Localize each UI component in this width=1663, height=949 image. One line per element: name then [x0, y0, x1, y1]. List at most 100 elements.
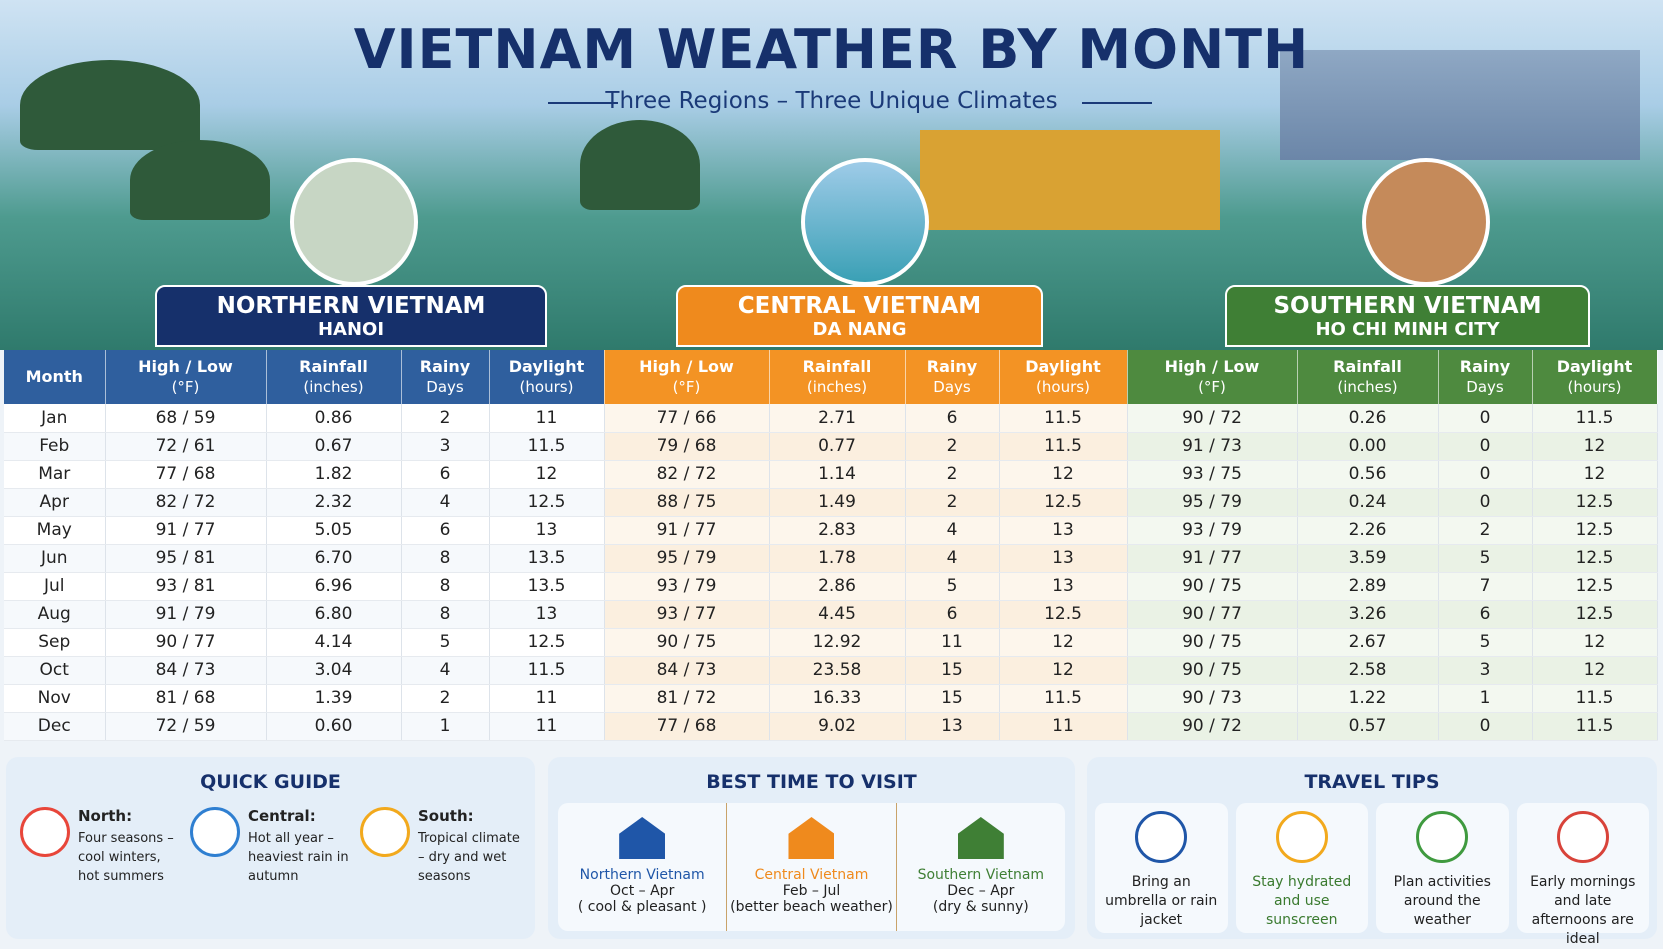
visit-months: Dec – Apr [947, 883, 1015, 899]
scenery [920, 130, 1220, 230]
region-name: SOUTHERN VIETNAM [1273, 293, 1542, 319]
table-cell: 90 / 77 [1127, 600, 1298, 629]
header-text: High / Low [1164, 357, 1260, 376]
table-cell: 23.58 [769, 656, 906, 685]
table-cell: 0.26 [1297, 404, 1439, 433]
header-text: High / Low [639, 357, 734, 376]
header-cell: Daylight (hours) [999, 350, 1128, 404]
table-cell: 3 [401, 432, 490, 461]
table-row: Mar 77 / 68 1.82 6 12 82 / 72 1.14 2 12 93 / 75 0.… [4, 460, 1658, 489]
table-cell: 6 [401, 516, 490, 545]
visit-note: ( cool & pleasant ) [577, 899, 707, 915]
table-cell: 90 / 75 [1127, 572, 1298, 601]
table-cell: 12.5 [489, 628, 605, 657]
table-cell: 0.00 [1297, 432, 1439, 461]
table-cell: 11.5 [999, 404, 1128, 433]
table-cell: 91 / 77 [1127, 544, 1298, 573]
table-cell: 88 / 75 [604, 488, 770, 517]
table-cell: 2.89 [1297, 572, 1439, 601]
table-cell: 12 [1532, 628, 1658, 657]
panel-title: TRAVEL TIPS [1304, 771, 1440, 793]
table-cell: 91 / 77 [604, 516, 770, 545]
month-cell: Feb [4, 432, 106, 461]
table-cell: 6 [401, 460, 490, 489]
header-text: (°F) [672, 378, 701, 396]
table-cell: 95 / 79 [604, 544, 770, 573]
table-cell: 13 [489, 600, 605, 629]
visit-note: (dry & sunny) [932, 899, 1029, 915]
table-cell: 13.5 [489, 572, 605, 601]
header-cell: High / Low (°F) [105, 350, 267, 404]
table-row: Aug 91 / 79 6.80 8 13 93 / 77 4.45 6 12.5 90 / 77… [4, 600, 1658, 629]
table-cell: 2.83 [769, 516, 906, 545]
region-city: DA NANG [812, 319, 907, 340]
header-text: High / Low [138, 357, 233, 376]
month-cell: Jun [4, 544, 106, 573]
table-cell: 1.82 [266, 460, 402, 489]
panel-title: BEST TIME TO VISIT [706, 771, 917, 793]
region-tab: SOUTHERN VIETNAM HO CHI MINH CITY [1225, 285, 1590, 347]
table-cell: 4 [401, 656, 490, 685]
table-cell: 91 / 77 [105, 516, 267, 545]
header-text: Daylight [1025, 357, 1101, 376]
table-cell: 0 [1438, 712, 1533, 741]
table-cell: 12 [999, 656, 1128, 685]
table-cell: 93 / 75 [1127, 460, 1298, 489]
guide-desc: Hot all year – heaviest rain in autumn [248, 831, 349, 884]
icon [1556, 811, 1609, 863]
table-cell: 0.57 [1297, 712, 1439, 741]
table-cell: 13 [489, 516, 605, 545]
table-row: Oct 84 / 73 3.04 4 11.5 84 / 73 23.58 15 12 90 / … [4, 656, 1658, 685]
table-cell: 0.77 [769, 432, 906, 461]
header-cell: Rainy Days [1438, 350, 1533, 404]
table-cell: 11.5 [1532, 684, 1658, 713]
header-text: Days [933, 378, 971, 396]
table-cell: 1.49 [769, 488, 906, 517]
table-cell: 6 [905, 600, 1000, 629]
tip-text: Plan activities around the weather [1393, 874, 1491, 928]
visit-item: Central Vietnam Feb – Jul (better beach we… [726, 803, 895, 931]
best-time: BEST TIME TO VISIT Northern Vietnam Oct – … [548, 757, 1075, 939]
table-cell: 93 / 79 [1127, 516, 1298, 545]
table-cell: 12.5 [489, 488, 605, 517]
header-text: Rainy [1459, 357, 1511, 376]
region-city: HO CHI MINH CITY [1315, 319, 1500, 340]
month-cell: Mar [4, 460, 106, 489]
header-cell: Rainy Days [401, 350, 490, 404]
table-cell: 11 [489, 404, 605, 433]
visit-item: Southern Vietnam Dec – Apr (dry & sunny) [895, 803, 1065, 931]
table-cell: 82 / 72 [105, 488, 267, 517]
table-cell: 13 [999, 572, 1128, 601]
table-cell: 12.5 [999, 488, 1128, 517]
table-cell: 84 / 73 [105, 656, 267, 685]
table-cell: 12.5 [999, 600, 1128, 629]
header-text: Rainfall [299, 357, 368, 376]
table-cell: 81 / 68 [105, 684, 267, 713]
table-cell: 5 [1438, 544, 1533, 573]
table-cell: 5 [1438, 628, 1533, 657]
table-cell: 91 / 79 [105, 600, 267, 629]
header-text: (inches) [303, 378, 364, 396]
table-cell: 11.5 [999, 432, 1128, 461]
table-cell: 2 [905, 460, 1000, 489]
table-cell: 4 [401, 488, 490, 517]
table-cell: 1.78 [769, 544, 906, 573]
header-text: Days [426, 378, 464, 396]
header-text: (hours) [519, 378, 574, 396]
table-cell: 3.59 [1297, 544, 1439, 573]
table-cell: 12.5 [1532, 516, 1658, 545]
table-cell: 90 / 72 [1127, 404, 1298, 433]
table-cell: 11.5 [999, 684, 1128, 713]
guide-item: North: Four seasons – cool winters, hot s… [20, 807, 180, 886]
table-cell: 4 [905, 544, 1000, 573]
table-cell: 12.5 [1532, 600, 1658, 629]
month-cell: Nov [4, 684, 106, 713]
month-cell: Sep [4, 628, 106, 657]
table-cell: 11 [489, 712, 605, 741]
table-cell: 2.32 [266, 488, 402, 517]
weather-table: Month High / Low (°F) Rainfall (inches) Rainy… [4, 350, 1658, 741]
hero: VIETNAM WEATHER BY MONTH Three Regions –… [0, 0, 1663, 350]
table-cell: 90 / 75 [604, 628, 770, 657]
table-cell: 81 / 72 [604, 684, 770, 713]
header-cell: Month [4, 350, 106, 404]
